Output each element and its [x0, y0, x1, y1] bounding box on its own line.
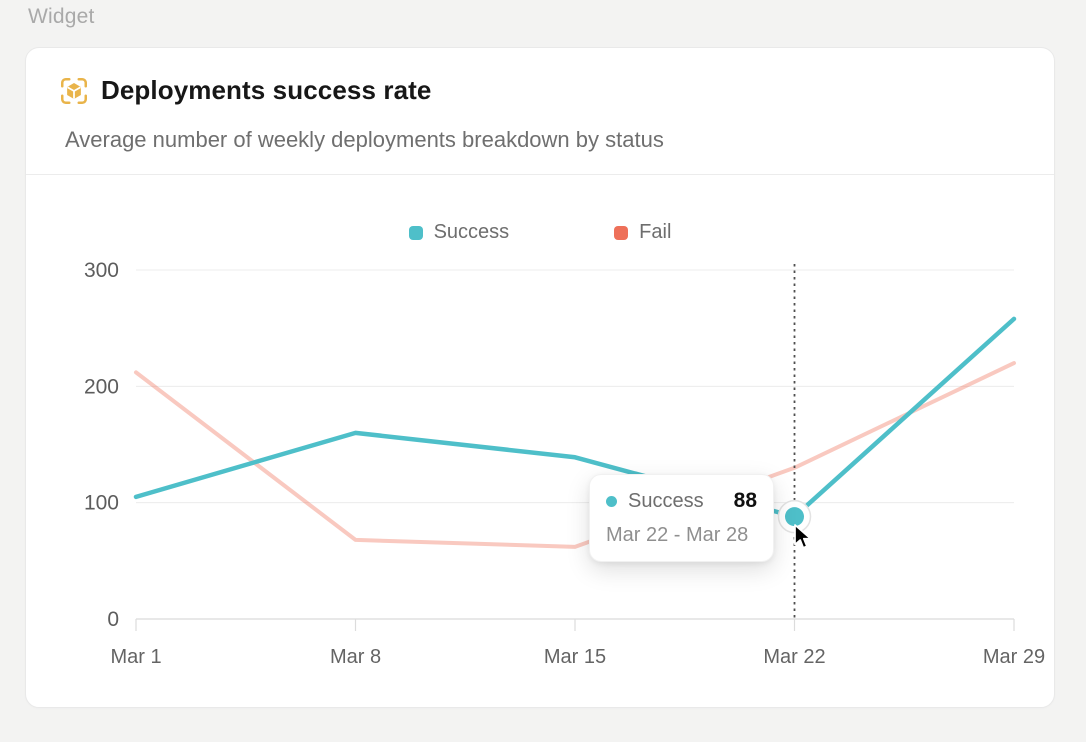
y-axis-label: 100	[84, 492, 119, 515]
widget-label: Widget	[28, 5, 95, 28]
deployment-cube-icon	[59, 76, 89, 106]
chart-tooltip: Success 88 Mar 22 - Mar 28	[589, 474, 774, 562]
tooltip-series-dot	[606, 495, 617, 507]
widget-card: Deployments success rate Average number …	[25, 47, 1055, 708]
chart-legend: Success Fail	[26, 221, 1054, 244]
y-axis-label: 0	[107, 608, 119, 631]
x-axis-label: Mar 8	[330, 646, 381, 668]
legend-item-fail[interactable]: Fail	[614, 221, 671, 244]
series-line-success	[133, 316, 1017, 519]
tooltip-series-label: Success	[628, 489, 704, 512]
card-title-row: Deployments success rate	[59, 75, 431, 106]
line-chart-plot[interactable]: 0 100 200 300 Mar 1 Mar 8 Mar 15 Mar 22 Mar 29	[26, 175, 1054, 708]
series-line-fail	[134, 361, 1016, 549]
active-point	[785, 507, 804, 527]
x-axis-label: Mar 15	[544, 646, 606, 668]
card-subtitle: Average number of weekly deployments bre…	[65, 127, 664, 152]
x-axis-label: Mar 29	[983, 646, 1045, 668]
legend-label-success: Success	[433, 221, 510, 243]
x-axis-label: Mar 1	[110, 646, 161, 668]
card-title: Deployments success rate	[101, 75, 432, 105]
y-axis-label: 300	[84, 259, 119, 282]
tooltip-date-range: Mar 22 - Mar 28	[606, 524, 749, 546]
y-axis-label: 200	[84, 375, 119, 398]
legend-item-success[interactable]: Success	[408, 221, 510, 244]
card-header: Deployments success rate Average number …	[26, 48, 1054, 175]
legend-swatch-fail	[614, 225, 629, 240]
legend-swatch-success	[408, 225, 423, 240]
mouse-cursor	[794, 524, 812, 549]
x-axis-label: Mar 22	[763, 646, 825, 668]
tooltip-series-row: Success 88	[606, 489, 757, 513]
tooltip-value: 88	[733, 489, 757, 512]
legend-label-fail: Fail	[639, 221, 672, 243]
chart-area: Success Fail 0 100 200 300 Mar 1 Mar 8 Mar 15 M…	[26, 175, 1054, 708]
